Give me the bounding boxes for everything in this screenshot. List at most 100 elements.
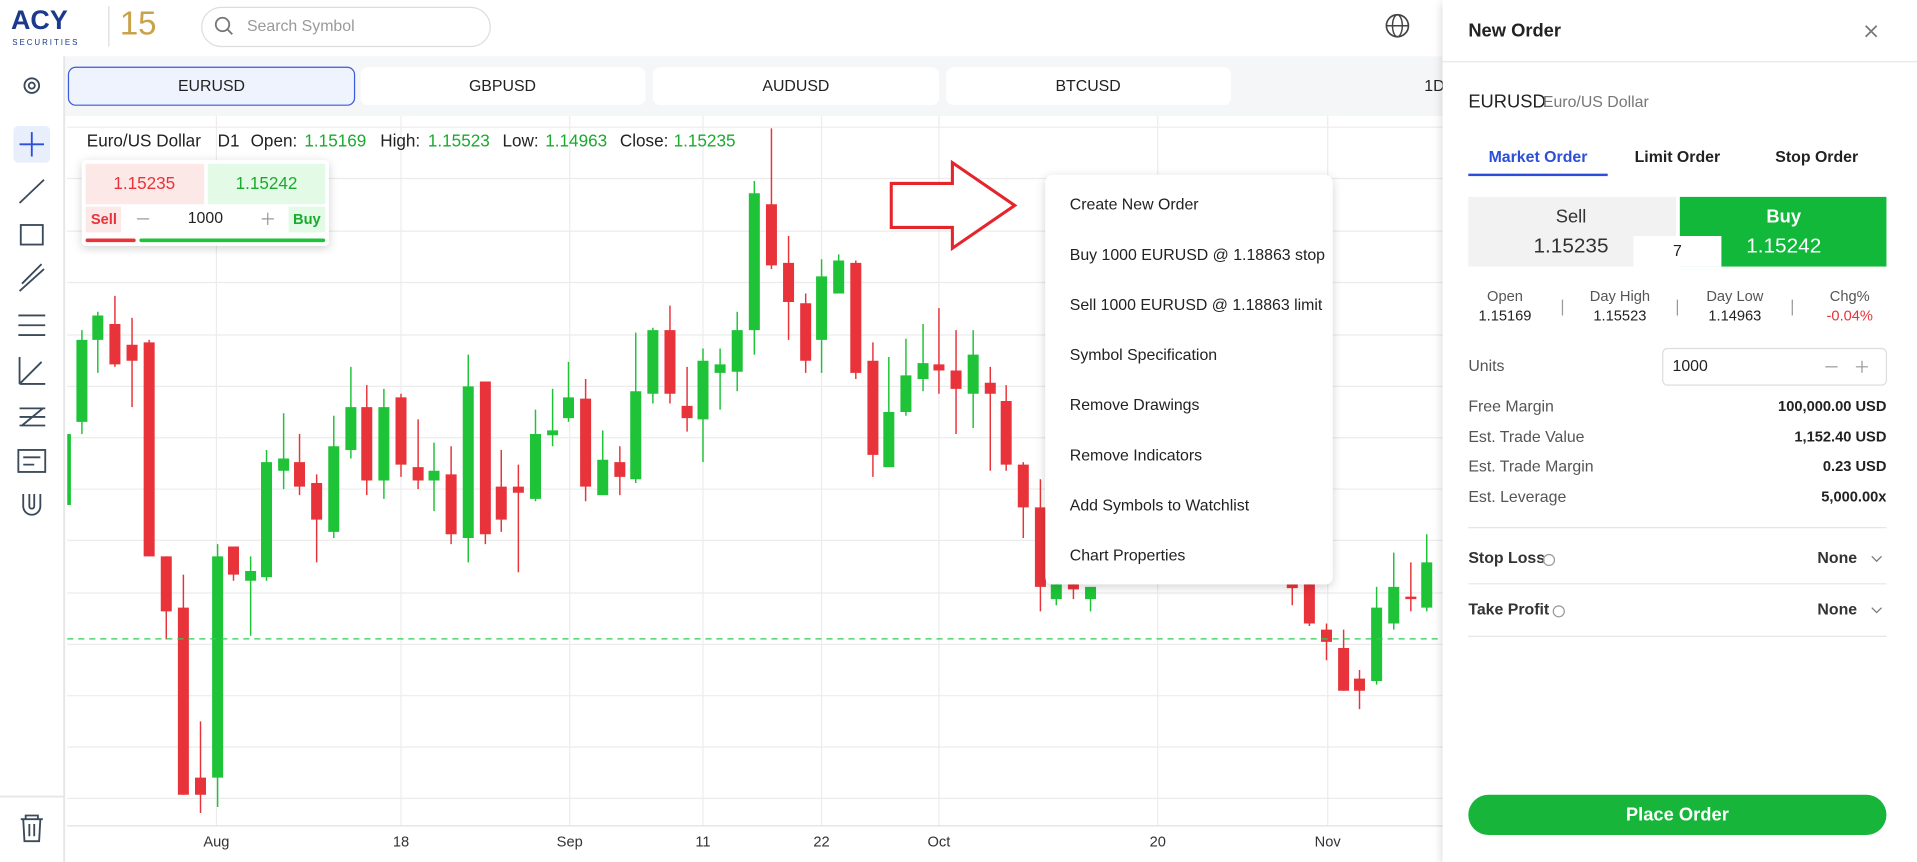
menu-item[interactable]: Create New Order — [1070, 197, 1200, 214]
quick-buy-box[interactable] — [207, 163, 326, 205]
legend-label: High: — [380, 131, 420, 150]
quick-trade: 1.15235 1.15242 Sell 1000 Buy — [81, 160, 329, 246]
crosshair-tool[interactable] — [19, 132, 45, 157]
menu-item[interactable]: Buy 1000 EURUSD @ 1.18863 stop — [1070, 247, 1325, 264]
text-tool[interactable] — [17, 449, 47, 473]
stat-separators — [1561, 299, 1793, 316]
pitch-tool[interactable] — [19, 407, 46, 427]
place-order-label: Place Order — [1626, 803, 1729, 824]
timeframe[interactable]: 1D — [1424, 78, 1444, 95]
text-tool — [23, 456, 41, 466]
chevron[interactable] — [1871, 607, 1882, 614]
order-details: Free Margin 100,000.00 USD Est. Trade Va… — [1468, 398, 1887, 505]
symbol-tab[interactable] — [360, 67, 646, 106]
increment-icon[interactable] — [261, 212, 274, 225]
menu-item[interactable]: Remove Drawings — [1070, 397, 1200, 414]
buy-price: 1.15242 — [1746, 234, 1821, 257]
x-tick-label: Nov — [1315, 834, 1342, 850]
stop-loss-value[interactable]: None — [1817, 550, 1857, 567]
stat-label: Day High — [1590, 289, 1650, 305]
legend-period: D1 — [218, 131, 240, 150]
chevron[interactable] — [1871, 555, 1882, 563]
stat-value: 1.15169 — [1478, 309, 1531, 325]
buy-label: Buy — [1766, 206, 1801, 227]
symbol-tab[interactable] — [67, 66, 356, 106]
symbol-tab-label: BTCUSD — [1055, 78, 1120, 95]
order-tab[interactable]: Limit Order — [1635, 149, 1721, 166]
tab-underline — [1468, 173, 1608, 177]
increment-icon[interactable] — [1855, 360, 1869, 373]
detail-value: 5,000.00x — [1821, 490, 1887, 506]
detail-label: Free Margin — [1468, 398, 1554, 415]
quick-buy-button[interactable] — [288, 206, 326, 233]
units-input[interactable] — [1662, 347, 1888, 386]
detail-label: Est. Trade Margin — [1468, 458, 1593, 475]
x-tick-label: 18 — [393, 834, 409, 850]
quick-quantity[interactable]: 1000 — [188, 210, 223, 227]
logo-sub: SECURITIES — [12, 38, 79, 47]
legend-label: Close: — [620, 131, 668, 150]
panel-title: New Order — [1468, 20, 1561, 41]
menu-item[interactable]: Add Symbols to Watchlist — [1070, 497, 1250, 514]
buy-bar — [139, 238, 326, 243]
order-panel: New Order EURUSD Euro/US Dollar Market O… — [1442, 0, 1917, 862]
channel-tool[interactable] — [18, 263, 45, 292]
dividers — [1468, 526, 1887, 638]
legend-name: Euro/US Dollar — [87, 131, 201, 150]
quick-sell-button[interactable] — [85, 206, 122, 233]
stats: Open 1.15169 Day High 1.15523 Day Low 1.… — [1478, 289, 1872, 325]
settings-icon[interactable] — [23, 77, 41, 94]
fan-tool[interactable] — [18, 357, 46, 385]
order-tab[interactable]: Stop Order — [1775, 149, 1858, 166]
info-icon[interactable] — [1542, 553, 1556, 567]
close-button[interactable] — [1865, 25, 1878, 38]
stat-label: Chg% — [1830, 289, 1870, 305]
context-menu: Create New Order Buy 1000 EURUSD @ 1.188… — [1045, 174, 1333, 585]
stat-value: -0.04% — [1827, 309, 1873, 325]
symbol-tab-label: AUDUSD — [762, 78, 829, 95]
line-tool[interactable] — [18, 179, 45, 204]
search-icon — [214, 16, 231, 33]
info-icon[interactable] — [1552, 605, 1565, 618]
order-tab[interactable]: Market Order — [1489, 149, 1588, 166]
sell-label: Sell — [1556, 206, 1587, 227]
menu-item[interactable]: Symbol Specification — [1070, 347, 1217, 364]
search-box[interactable] — [201, 6, 491, 48]
logo: ACY — [11, 5, 68, 35]
order-symbol-name: Euro/US Dollar — [1543, 94, 1650, 111]
place-order-button[interactable] — [1468, 794, 1887, 836]
menu-item[interactable]: Chart Properties — [1070, 548, 1186, 565]
stat-value: 1.14963 — [1708, 309, 1761, 325]
quick-sell-price: 1.15235 — [113, 174, 175, 193]
quick-buy-label: Buy — [293, 212, 322, 228]
sell-price: 1.15235 — [1533, 234, 1608, 257]
symbol-tab[interactable] — [652, 67, 939, 106]
legend-value: 1.15523 — [428, 131, 490, 150]
magnet-tool[interactable] — [22, 493, 42, 516]
trash-icon[interactable] — [20, 814, 43, 843]
fib-tool[interactable] — [18, 314, 46, 336]
x-tick-label: Aug — [203, 834, 229, 850]
chart-legend: Euro/US Dollar D1 Open: 1.15169 High: 1.… — [87, 131, 736, 150]
anniversary: 15 — [120, 4, 157, 41]
x-tick-label: 22 — [813, 834, 829, 850]
x-tick-label: 20 — [1150, 834, 1166, 850]
stat-label: Day Low — [1706, 289, 1763, 305]
take-profit-value[interactable]: None — [1817, 601, 1857, 618]
menu-bg — [1045, 174, 1333, 585]
units-value: 1000 — [1672, 358, 1707, 375]
stop-loss-label: Stop Loss — [1468, 550, 1545, 567]
detail-value: 100,000.00 USD — [1778, 399, 1886, 415]
menu-item[interactable]: Sell 1000 EURUSD @ 1.18863 limit — [1070, 297, 1323, 314]
quick-sell-label: Sell — [91, 212, 117, 228]
settings-icon — [27, 81, 36, 90]
detail-value: 1,152.40 USD — [1794, 430, 1886, 446]
quick-sell-box[interactable] — [85, 163, 205, 205]
symbol-tab[interactable] — [946, 67, 1232, 106]
menu-item[interactable]: Remove Indicators — [1070, 447, 1202, 464]
toolbar — [0, 56, 66, 862]
legend-value: 1.15235 — [674, 131, 736, 150]
legend-value: 1.14963 — [545, 131, 607, 150]
rect-tool[interactable] — [19, 224, 44, 246]
